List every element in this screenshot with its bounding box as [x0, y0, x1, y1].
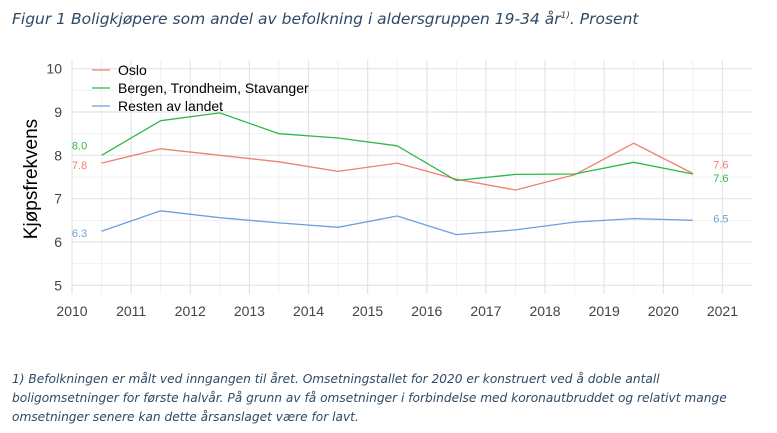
y-tick-label: 8: [54, 147, 62, 163]
data-label-end: 7.6: [713, 160, 728, 172]
y-axis-label: Kjøpsfrekvens: [21, 119, 42, 239]
data-label-start: 7.8: [72, 160, 87, 172]
data-label-start: 6.3: [72, 228, 87, 240]
series-lines: [101, 112, 694, 236]
y-tick-label: 5: [54, 277, 62, 293]
legend-label: Oslo: [118, 62, 147, 78]
figure-title-suffix: . Prosent: [569, 10, 639, 28]
legend-label: Bergen, Trondheim, Stavanger: [118, 80, 309, 96]
x-tick-label: 2015: [352, 303, 383, 319]
series-line: [101, 142, 694, 191]
x-tick-labels: 2010 2011 2012 2013 2014 2015 2016 2017 2018 2019…: [56, 303, 738, 319]
y-tick-label: 6: [54, 234, 62, 250]
x-tick-label: 2018: [529, 303, 560, 319]
x-tick-label: 2013: [234, 303, 265, 319]
line-chart: 5 6 7 8 9 10 2010 2011 2012 2013 2014 2015 2016 2017…: [21, 60, 752, 319]
data-label-end: 6.5: [713, 213, 728, 225]
x-tick-label: 2012: [175, 303, 206, 319]
figure-title: Figur 1 Boligkjøpere som andel av befolk…: [12, 10, 772, 28]
x-tick-label: 2017: [470, 303, 501, 319]
x-tick-label: 2010: [56, 303, 87, 319]
x-tick-label: 2011: [116, 303, 146, 319]
legend: Oslo Bergen, Trondheim, Stavanger Resten a…: [92, 62, 309, 114]
x-tick-label: 2016: [411, 303, 442, 319]
y-tick-label: 10: [46, 61, 62, 77]
footnote: 1) Befolkningen er målt ved inngangen ti…: [12, 372, 727, 424]
figure-title-main: Figur 1 Boligkjøpere som andel av befolk…: [12, 10, 561, 28]
data-label-end: 7.6: [713, 173, 728, 185]
series-line: [101, 210, 693, 236]
y-tick-label: 9: [54, 104, 62, 120]
x-tick-label: 2019: [589, 303, 620, 319]
data-labels: 7.8 7.6 8.0 7.6 6.3 6.5: [72, 140, 729, 240]
legend-label: Resten av landet: [118, 98, 223, 114]
x-tick-label: 2014: [293, 303, 324, 319]
figure-title-footnote-ref: 1): [560, 10, 570, 21]
x-tick-label: 2021: [707, 303, 738, 319]
y-tick-labels: 5 6 7 8 9 10: [46, 61, 62, 294]
y-tick-label: 7: [54, 191, 62, 207]
series-line: [101, 112, 694, 182]
data-label-start: 8.0: [72, 140, 87, 152]
x-tick-label: 2020: [648, 303, 679, 319]
